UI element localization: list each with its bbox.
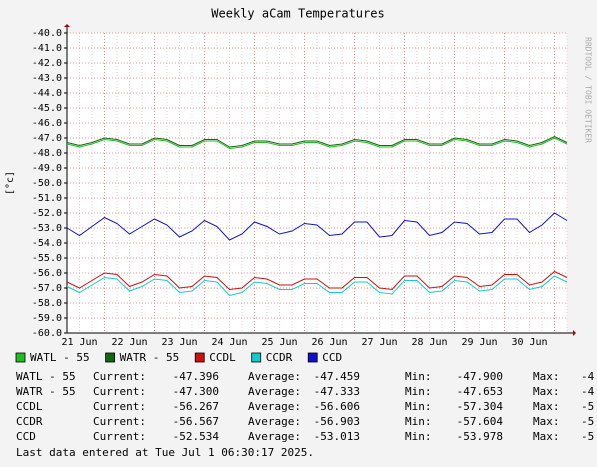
series-line: [66, 135, 568, 148]
series-line: [66, 270, 568, 291]
y-tick-label: -42.0: [32, 58, 62, 69]
y-tick-label: -57.0: [32, 283, 62, 294]
stats-header: Average:: [248, 415, 301, 428]
stats-value: -57.604: [457, 415, 504, 428]
x-tick-label: 30 Jun: [511, 337, 547, 348]
stats-header: Min:: [405, 370, 432, 383]
stats-name: CCDL: [16, 400, 43, 413]
legend-label: WATR - 55: [120, 351, 180, 364]
x-tick-label: 26 Jun: [311, 337, 347, 348]
stats-value: -5: [581, 400, 594, 413]
stats-header: Max:: [533, 415, 560, 428]
stats-header: Min:: [405, 385, 432, 398]
stats-value: -47.300: [173, 385, 219, 398]
y-tick-label: -51.0: [32, 193, 62, 204]
stats-value: -47.459: [314, 370, 360, 383]
stats-name: CCD: [16, 430, 36, 443]
legend-swatch: [105, 352, 116, 363]
y-tick-label: -55.0: [32, 253, 62, 264]
y-tick-label: -59.0: [32, 313, 62, 324]
chart-title: Weekly aCam Temperatures: [211, 7, 384, 21]
stats-header: Average:: [248, 370, 301, 383]
stats-value: -4: [581, 385, 595, 398]
stats-header: Max:: [533, 400, 560, 413]
y-tick-label: -40.0: [32, 28, 62, 39]
stats-name: CCDR: [16, 415, 43, 428]
stats-value: -5: [581, 415, 594, 428]
y-tick-label: -53.0: [32, 223, 62, 234]
legend-label: WATL - 55: [30, 351, 90, 364]
y-tick-label: -60.0: [32, 328, 62, 339]
stats-value: -53.978: [457, 430, 503, 443]
stats-header: Average:: [248, 430, 301, 443]
stats-value: -4: [581, 370, 595, 383]
series-line: [66, 275, 568, 297]
stats-value: -56.267: [173, 400, 219, 413]
stats-header: Current:: [93, 385, 146, 398]
legend-label: CCDL: [209, 351, 236, 364]
series-line: [66, 212, 568, 241]
y-tick-label: -43.0: [32, 73, 62, 84]
y-tick-label: -52.0: [32, 208, 62, 219]
stats-value: -47.653: [457, 385, 503, 398]
legend-label: CCD: [322, 351, 342, 364]
stats-header: Current:: [93, 430, 146, 443]
stats-header: Min:: [405, 415, 432, 428]
stats-header: Current:: [93, 415, 146, 428]
x-tick-label: 25 Jun: [261, 337, 297, 348]
legend-swatch: [307, 352, 318, 363]
stats-header: Max:: [533, 370, 560, 383]
last-update: Last data entered at Tue Jul 1 06:30:17 …: [16, 446, 314, 459]
legend-swatch: [15, 352, 26, 363]
y-tick-label: -50.0: [32, 178, 62, 189]
x-tick-label: 28 Jun: [411, 337, 447, 348]
y-tick-label: -48.0: [32, 148, 62, 159]
y-axis-label: [°c]: [5, 171, 16, 195]
stats-header: Max:: [533, 430, 560, 443]
stats-header: Min:: [405, 400, 432, 413]
y-tick-label: -58.0: [32, 298, 62, 309]
y-tick-label: -56.0: [32, 268, 62, 279]
x-axis-arrow: [573, 330, 576, 336]
stats-value: -47.396: [173, 370, 219, 383]
x-tick-label: 24 Jun: [211, 337, 247, 348]
legend-swatch: [194, 352, 205, 363]
stats-header: Current:: [93, 370, 146, 383]
stats-value: -56.903: [314, 415, 360, 428]
x-tick-label: 27 Jun: [361, 337, 397, 348]
stats-value: -52.534: [173, 430, 220, 443]
x-tick-label: 22 Jun: [111, 337, 147, 348]
stats-header: Min:: [405, 430, 432, 443]
y-tick-label: -47.0: [32, 133, 62, 144]
x-tick-label: 21 Jun: [61, 337, 97, 348]
y-tick-label: -41.0: [32, 43, 62, 54]
stats-value: -47.333: [314, 385, 360, 398]
stats-value: -57.304: [457, 400, 504, 413]
series-line: [66, 137, 568, 150]
stats-header: Current:: [93, 400, 146, 413]
stats-header: Max:: [533, 385, 560, 398]
y-tick-label: -54.0: [32, 238, 62, 249]
stats-value: -56.606: [314, 400, 360, 413]
y-axis-arrow: [64, 24, 70, 27]
stats-name: WATR - 55: [16, 385, 76, 398]
stats-value: -53.013: [314, 430, 360, 443]
stats-value: -5: [581, 430, 594, 443]
stats-value: -56.567: [173, 415, 219, 428]
y-tick-label: -44.0: [32, 88, 62, 99]
legend-swatch: [251, 352, 262, 363]
y-tick-label: -46.0: [32, 118, 62, 129]
y-tick-label: -49.0: [32, 163, 62, 174]
stats-header: Average:: [248, 400, 301, 413]
watermark: RRDTOOL / TOBI OETIKER: [584, 37, 593, 143]
stats-header: Average:: [248, 385, 301, 398]
y-tick-label: -45.0: [32, 103, 62, 114]
x-tick-label: 23 Jun: [161, 337, 197, 348]
legend-label: CCDR: [266, 351, 293, 364]
x-tick-label: 29 Jun: [461, 337, 497, 348]
stats-name: WATL - 55: [16, 370, 76, 383]
stats-value: -47.900: [457, 370, 503, 383]
